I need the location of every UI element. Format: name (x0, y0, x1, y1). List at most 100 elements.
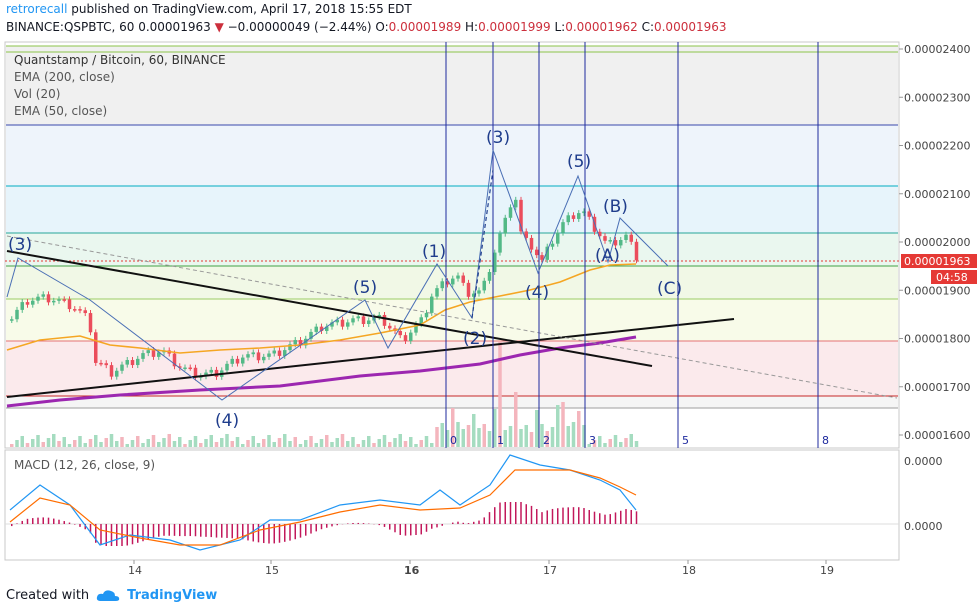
symbol-label: BINANCE:QSPBTC, 60 (6, 20, 135, 34)
volume-bar (298, 444, 303, 447)
candle-down (235, 358, 240, 364)
candle-down (46, 294, 51, 303)
volume-bar (440, 423, 444, 447)
candle-up (225, 363, 229, 371)
volume-bar (613, 435, 618, 447)
candle-down (461, 275, 465, 283)
x-tick-label: 18 (682, 564, 696, 577)
volume-bar (41, 442, 45, 447)
candle-up (314, 326, 318, 332)
candle-up (146, 350, 150, 354)
candle-down (598, 231, 602, 237)
volume-bar (120, 437, 124, 447)
volume-bar (514, 392, 518, 447)
y-tick-label: 0.00001900 (904, 284, 970, 297)
candle-down (445, 281, 450, 285)
volume-bar (225, 434, 229, 447)
countdown-tag-text: 04:58 (936, 271, 968, 284)
published-text: published on TradingView.com, April 17, … (71, 2, 412, 16)
candle-down (382, 314, 387, 326)
volume-bar (529, 432, 534, 447)
candle-up (440, 281, 444, 289)
volume-bar (288, 441, 292, 447)
candle-up (325, 326, 329, 331)
wave-label: (B) (603, 197, 628, 217)
wave-label: (C) (657, 279, 682, 299)
volume-bar (466, 425, 471, 447)
open-label: O: (375, 20, 389, 34)
candle-up (20, 302, 24, 310)
y-tick-label: 0.00002000 (904, 236, 970, 249)
macd-y-tick: 0.0000 (904, 455, 943, 468)
x-tick-label: 14 (128, 564, 142, 577)
volume-bar (314, 443, 318, 447)
candle-up (330, 322, 334, 327)
macd-pane (4, 449, 900, 561)
volume-bar (88, 439, 93, 447)
candle-down (214, 369, 219, 377)
candle-up (619, 240, 623, 246)
tradingview-brand[interactable]: TradingView (127, 588, 218, 603)
high-label: H: (465, 20, 479, 34)
author-link[interactable]: retrorecall (6, 2, 68, 16)
macd-line (9, 454, 637, 551)
volume-bar (31, 439, 35, 447)
candle-down (67, 299, 72, 310)
volume-bar (199, 443, 203, 447)
volume-bar (566, 426, 570, 447)
candle-up (472, 293, 476, 297)
volume-bar (556, 405, 560, 447)
y-tick-label: 0.00002400 (904, 43, 970, 56)
candle-up (508, 207, 513, 218)
volume-bar (545, 431, 549, 447)
candle-down (340, 319, 345, 327)
candle-down (104, 363, 108, 366)
candle-up (141, 353, 145, 359)
publish-line: retrorecall published on TradingView.com… (6, 2, 412, 16)
candle-up (356, 316, 360, 319)
volume-bar (388, 442, 392, 447)
close-label: C: (641, 20, 654, 34)
candle-down (361, 316, 366, 325)
low-value: 0.00001962 (565, 20, 638, 34)
volume-bar (136, 436, 140, 447)
volume-bar (435, 427, 439, 447)
volume-bar (246, 440, 250, 447)
volume-bar (46, 438, 51, 447)
volume-bar (209, 435, 213, 447)
candle-up (204, 372, 208, 377)
candle-down (398, 330, 402, 336)
candle-up (52, 300, 56, 303)
volume-bar (540, 424, 544, 447)
volume-bar (356, 444, 360, 447)
y-tick-label: 0.00001700 (904, 381, 970, 394)
candle-up (608, 240, 612, 242)
volume-bar (550, 427, 555, 447)
volume-bar (104, 438, 108, 447)
candle-up (31, 300, 35, 305)
volume-bar (109, 434, 114, 447)
volume-bar (178, 437, 182, 447)
x-tick-label: 16 (404, 564, 420, 577)
volume-bar (125, 444, 129, 447)
low-label: L: (554, 20, 566, 34)
candle-down (130, 360, 135, 366)
volume-bar (130, 440, 135, 447)
wave-label: (2) (463, 329, 487, 349)
candle-up (346, 322, 350, 327)
volume-bar (587, 444, 591, 447)
volume-bar (634, 441, 639, 447)
volume-bar (472, 414, 476, 447)
candle-down (629, 234, 633, 242)
candle-down (524, 231, 528, 238)
volume-bar (267, 435, 271, 447)
fib-band-7 (6, 396, 898, 408)
candle-up (267, 353, 271, 357)
candle-up (477, 290, 481, 294)
candle-up (561, 222, 565, 233)
candle-down (388, 325, 392, 329)
volume-bar (188, 440, 192, 447)
volume-bar (151, 435, 156, 447)
volume-bar (524, 425, 528, 447)
